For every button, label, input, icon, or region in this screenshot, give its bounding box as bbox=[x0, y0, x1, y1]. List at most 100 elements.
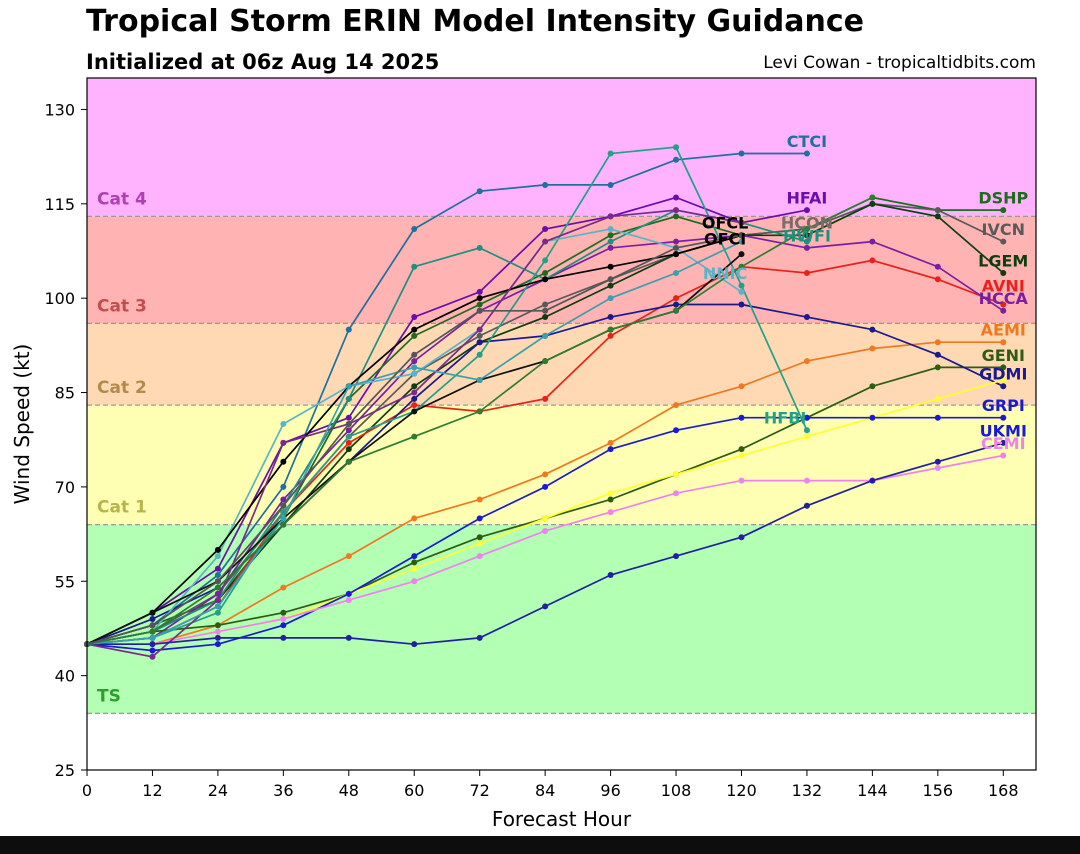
data-point-gdmi bbox=[803, 314, 810, 321]
data-point-dshp bbox=[476, 301, 483, 308]
data-point-lgem bbox=[869, 200, 876, 207]
data-point-ivcn bbox=[1000, 238, 1007, 245]
category-bands: TS Cat 1 Cat 2 Cat 3 Cat 4 bbox=[87, 78, 1036, 714]
x-tick-label: 36 bbox=[273, 781, 293, 800]
data-point-grpi bbox=[607, 490, 614, 497]
data-point-ofcl bbox=[411, 326, 418, 333]
x-tick-label: 108 bbox=[661, 781, 692, 800]
chart-credit: Levi Cowan - tropicaltidbits.com bbox=[763, 53, 1036, 73]
data-point-lgem bbox=[1000, 270, 1007, 277]
data-point-unlabeled-21 bbox=[345, 458, 352, 465]
data-point-cemi bbox=[1000, 452, 1007, 459]
model-label-hfbi: HFBI bbox=[764, 409, 806, 428]
data-point-nnic bbox=[280, 421, 287, 427]
data-point-unlabeled-21 bbox=[280, 521, 287, 528]
x-tick-label: 48 bbox=[339, 781, 359, 800]
y-tick-label: 40 bbox=[55, 667, 75, 686]
data-point-unlabeled-22 bbox=[607, 276, 614, 283]
data-point-ukmi bbox=[411, 553, 418, 560]
data-point-ctci bbox=[411, 225, 418, 232]
data-point-unlabeled-18 bbox=[214, 597, 221, 604]
data-point-unlabeled-19 bbox=[607, 571, 614, 578]
data-point-geni bbox=[476, 534, 483, 541]
model-label-hcon: HCON bbox=[781, 214, 833, 233]
data-point-hfbi bbox=[738, 282, 745, 289]
band-label: Cat 4 bbox=[97, 189, 147, 209]
data-point-ofci bbox=[738, 251, 745, 258]
data-point-aemi bbox=[869, 345, 876, 352]
data-point-dshp bbox=[673, 213, 680, 220]
data-point-gdmi bbox=[738, 301, 745, 308]
data-point-unlabeled-21 bbox=[738, 263, 745, 270]
data-point-unlabeled-19 bbox=[411, 641, 418, 648]
data-point-unlabeled-18 bbox=[607, 213, 614, 220]
data-point-hwfi bbox=[607, 238, 614, 245]
model-label-gdmi: GDMI bbox=[979, 365, 1027, 384]
y-axis-title: Wind Speed (kt) bbox=[10, 344, 34, 505]
data-point-hwfi bbox=[803, 238, 810, 245]
data-point-gdmi bbox=[149, 616, 156, 623]
data-point-ukmi bbox=[214, 641, 221, 648]
data-point-geni bbox=[934, 364, 941, 371]
data-point-nnic bbox=[411, 370, 418, 377]
data-point-gdmi bbox=[673, 301, 680, 308]
data-point-grpi bbox=[411, 565, 418, 572]
data-point-unlabeled-22 bbox=[214, 578, 221, 585]
data-point-grpi bbox=[542, 515, 549, 522]
band-cat-4 bbox=[87, 78, 1036, 217]
data-point-hwfi bbox=[411, 263, 418, 270]
data-point-ivcn bbox=[476, 332, 483, 339]
data-point-dshp bbox=[542, 270, 549, 277]
data-point-unlabeled-22 bbox=[542, 307, 549, 314]
data-point-ukmi bbox=[673, 427, 680, 434]
data-point-hwfi bbox=[345, 395, 352, 402]
model-label-ofci: OFCI bbox=[704, 229, 746, 248]
data-point-ofcl bbox=[280, 458, 287, 465]
model-label-hwfi: HWFI bbox=[783, 226, 831, 245]
data-point-ofci bbox=[411, 408, 418, 415]
data-point-ctci bbox=[280, 483, 287, 490]
data-point-unlabeled-21 bbox=[476, 408, 483, 415]
data-point-hfai bbox=[542, 225, 549, 232]
data-point-unlabeled-22 bbox=[738, 232, 745, 239]
data-point-hcca bbox=[803, 244, 810, 251]
data-point-hfbi bbox=[803, 427, 810, 434]
data-point-avni bbox=[345, 439, 352, 446]
data-point-aemi bbox=[607, 439, 614, 446]
data-point-aemi bbox=[476, 496, 483, 503]
y-tick-label: 25 bbox=[55, 761, 75, 780]
x-axis: 0 12 24 36 48 60 72 84 96 108 120 132 144 156 168 bbox=[82, 770, 1019, 800]
data-point-unlabeled-21 bbox=[673, 307, 680, 314]
model-labels: CTCI HFAI OFCL HCON OFCI HWFI NNIC HFBI DSHP IVCN… bbox=[702, 132, 1029, 453]
data-point-geni bbox=[607, 496, 614, 503]
data-point-geni bbox=[280, 609, 287, 616]
data-point-cemi bbox=[673, 490, 680, 497]
chart-title: Tropical Storm ERIN Model Intensity Guid… bbox=[86, 4, 864, 39]
x-tick-label: 96 bbox=[600, 781, 620, 800]
data-point-unlabeled-21 bbox=[542, 358, 549, 365]
data-point-unlabeled-19 bbox=[803, 502, 810, 509]
data-point-ukmi bbox=[149, 647, 156, 654]
model-label-lgem: LGEM bbox=[978, 251, 1028, 270]
data-point-grpi bbox=[738, 452, 745, 459]
data-point-geni bbox=[1000, 364, 1007, 371]
data-point-hwfi bbox=[476, 244, 483, 251]
data-point-hcca bbox=[345, 427, 352, 434]
model-label-ivcn: IVCN bbox=[982, 220, 1025, 239]
data-point-unlabeled-22 bbox=[345, 421, 352, 427]
band-label: TS bbox=[97, 686, 121, 706]
x-tick-label: 132 bbox=[792, 781, 823, 800]
data-point-hfai bbox=[345, 414, 352, 421]
data-point-unlabeled-20 bbox=[280, 515, 287, 522]
data-point-ukmi bbox=[280, 622, 287, 629]
data-point-gdmi bbox=[1000, 383, 1007, 390]
data-point-ukmi bbox=[934, 414, 941, 421]
data-point-unlabeled-19 bbox=[542, 603, 549, 610]
data-point-unlabeled-20 bbox=[476, 376, 483, 383]
data-point-ctci bbox=[345, 326, 352, 333]
data-point-hfbi bbox=[673, 144, 680, 151]
data-point-aemi bbox=[411, 515, 418, 522]
data-point-unlabeled-19 bbox=[345, 634, 352, 641]
data-point-avni bbox=[803, 270, 810, 277]
model-label-aemi: AEMI bbox=[981, 321, 1026, 340]
